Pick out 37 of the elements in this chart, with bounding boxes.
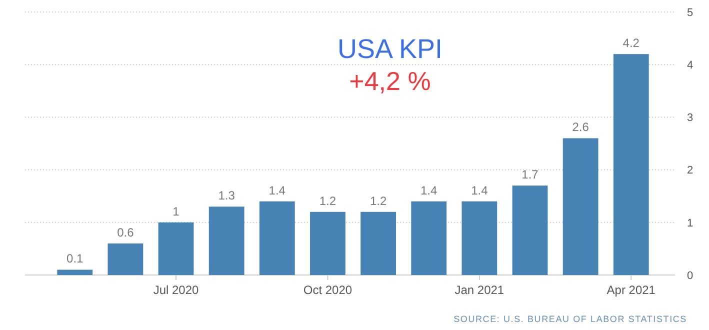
y-tick-label: 0	[686, 270, 694, 282]
y-tick-label: 4	[686, 59, 694, 72]
y-tick-label: 5	[686, 6, 694, 19]
data-label: 1	[172, 204, 180, 218]
bar	[158, 222, 194, 275]
data-label: 1.2	[319, 194, 336, 208]
bar	[310, 212, 346, 275]
y-tick-label: 2	[686, 164, 694, 177]
bar	[512, 186, 548, 275]
y-tick-label: 3	[686, 112, 694, 124]
text: +4,2 %	[349, 66, 431, 96]
x-tick-label: Jan 2021	[454, 283, 504, 297]
data-label: 1.3	[218, 188, 236, 203]
data-label: 1.4	[268, 183, 286, 198]
bar	[57, 270, 93, 275]
bar	[562, 138, 598, 275]
text: USA KPI	[337, 34, 443, 64]
x-tick-label: Apr 2021	[606, 283, 656, 297]
data-label: 1.4	[471, 183, 488, 198]
bar	[259, 201, 295, 275]
bar	[613, 54, 649, 275]
data-label: 0.1	[66, 252, 84, 266]
x-tick-label: Jul 2020	[153, 283, 200, 297]
bar	[208, 206, 244, 275]
data-label: 1.7	[522, 168, 539, 182]
bar	[360, 212, 396, 275]
data-label: 0.6	[117, 225, 134, 240]
bar	[108, 243, 144, 275]
bar	[462, 201, 498, 275]
bar	[411, 201, 447, 275]
data-label: 4.2	[622, 36, 640, 50]
y-tick-label: 1	[686, 217, 694, 230]
data-label: 1.2	[370, 194, 387, 208]
source-note: SOURCE: U.S. BUREAU OF LABOR STATISTICS	[454, 314, 687, 324]
data-label: 2.6	[572, 120, 590, 134]
x-tick-label: Oct 2020	[303, 283, 352, 297]
data-label: 1.4	[420, 183, 438, 198]
